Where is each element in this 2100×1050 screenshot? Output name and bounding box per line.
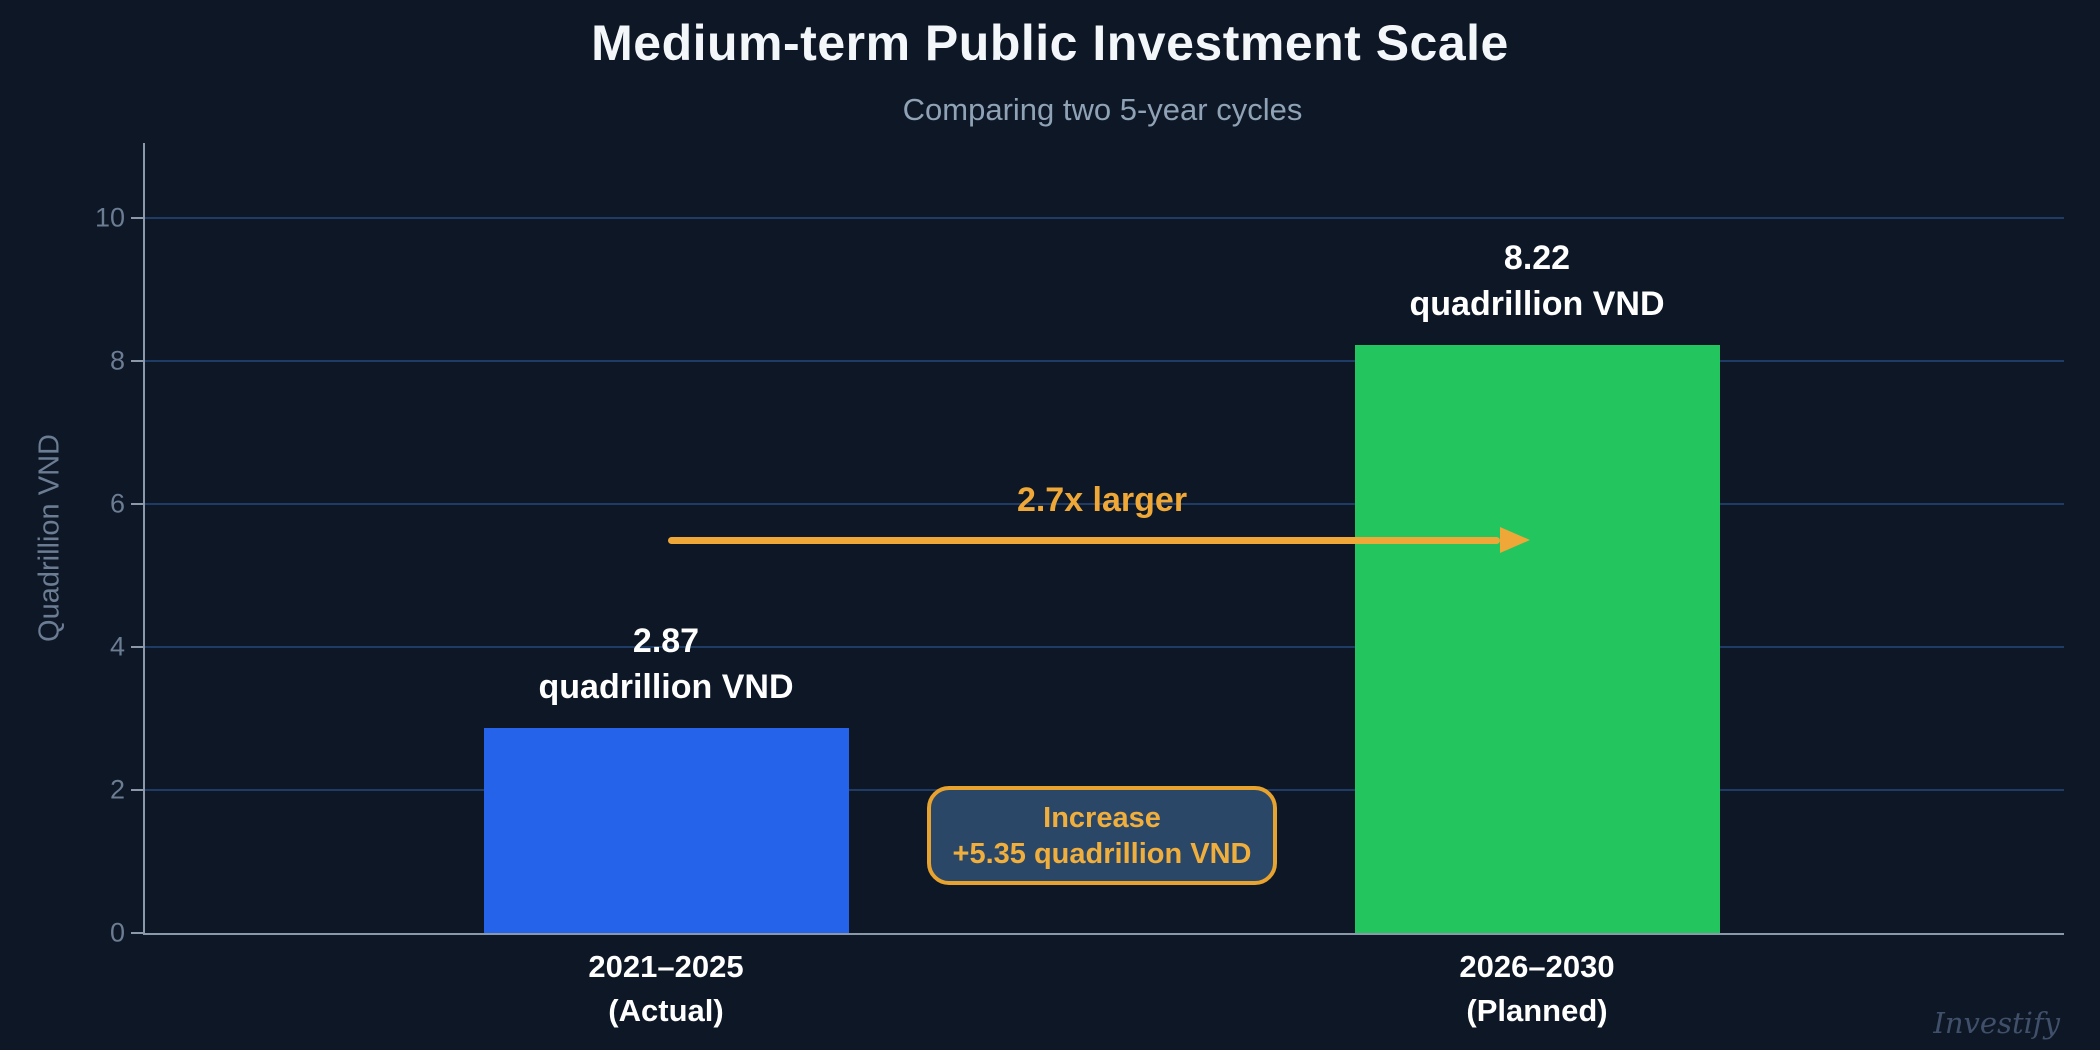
y-tick-label-8: 8 <box>109 345 125 376</box>
y-axis-title: Quadrillion VND <box>33 434 66 642</box>
multiplier-label: 2.7x larger <box>1016 481 1188 519</box>
y-tick-label-4: 4 <box>109 631 125 662</box>
x-tick-status: (Actual) <box>608 993 724 1028</box>
y-tick-label-6: 6 <box>109 488 125 519</box>
y-tick-mark-2 <box>131 789 143 791</box>
y-tick-label-2: 2 <box>109 774 125 805</box>
gridline-4 <box>145 646 2064 649</box>
x-tick-label-planned: 2026–2030 (Planned) <box>1287 945 1787 1033</box>
y-tick-mark-6 <box>131 503 143 506</box>
bar-value-label-actual: 2.87 quadrillion VND <box>416 618 916 710</box>
y-tick-label-0: 0 <box>109 917 125 948</box>
y-tick-mark-0 <box>131 932 143 934</box>
bar-2021-2025-actual <box>484 727 849 933</box>
gridline-10 <box>145 217 2064 220</box>
x-tick-period: 2026–2030 <box>1459 949 1615 984</box>
x-tick-label-actual: 2021–2025 (Actual) <box>416 945 916 1033</box>
growth-arrow-head-icon <box>1500 526 1530 553</box>
bar-value-number: 8.22 <box>1503 239 1571 278</box>
plot-area: 2.87 quadrillion VND 8.22 quadrillion VN… <box>95 143 2064 1028</box>
bar-2026-2030-planned <box>1355 345 1720 933</box>
increase-badge: Increase +5.35 quadrillion VND <box>927 786 1277 885</box>
increase-badge-title: Increase <box>1043 801 1161 834</box>
x-tick-period: 2021–2025 <box>588 949 744 984</box>
y-tick-mark-10 <box>131 217 143 220</box>
chart-title: Medium-term Public Investment Scale <box>591 15 1509 71</box>
chart-subtitle: Comparing two 5-year cycles <box>902 92 1303 127</box>
growth-arrow-line <box>668 536 1500 544</box>
y-tick-mark-8 <box>131 360 143 363</box>
y-tick-label-10: 10 <box>94 202 125 233</box>
bar-value-unit: quadrillion VND <box>1409 285 1665 324</box>
x-tick-status: (Planned) <box>1466 993 1608 1028</box>
y-tick-mark-4 <box>131 646 143 649</box>
watermark: Investify <box>1933 1006 2060 1040</box>
gridline-8 <box>145 360 2064 363</box>
bar-value-number: 2.87 <box>632 621 700 660</box>
bar-value-unit: quadrillion VND <box>538 667 794 706</box>
bar-value-label-planned: 8.22 quadrillion VND <box>1287 235 1787 327</box>
gridline-6 <box>145 503 2064 506</box>
increase-badge-value: +5.35 quadrillion VND <box>952 837 1252 870</box>
